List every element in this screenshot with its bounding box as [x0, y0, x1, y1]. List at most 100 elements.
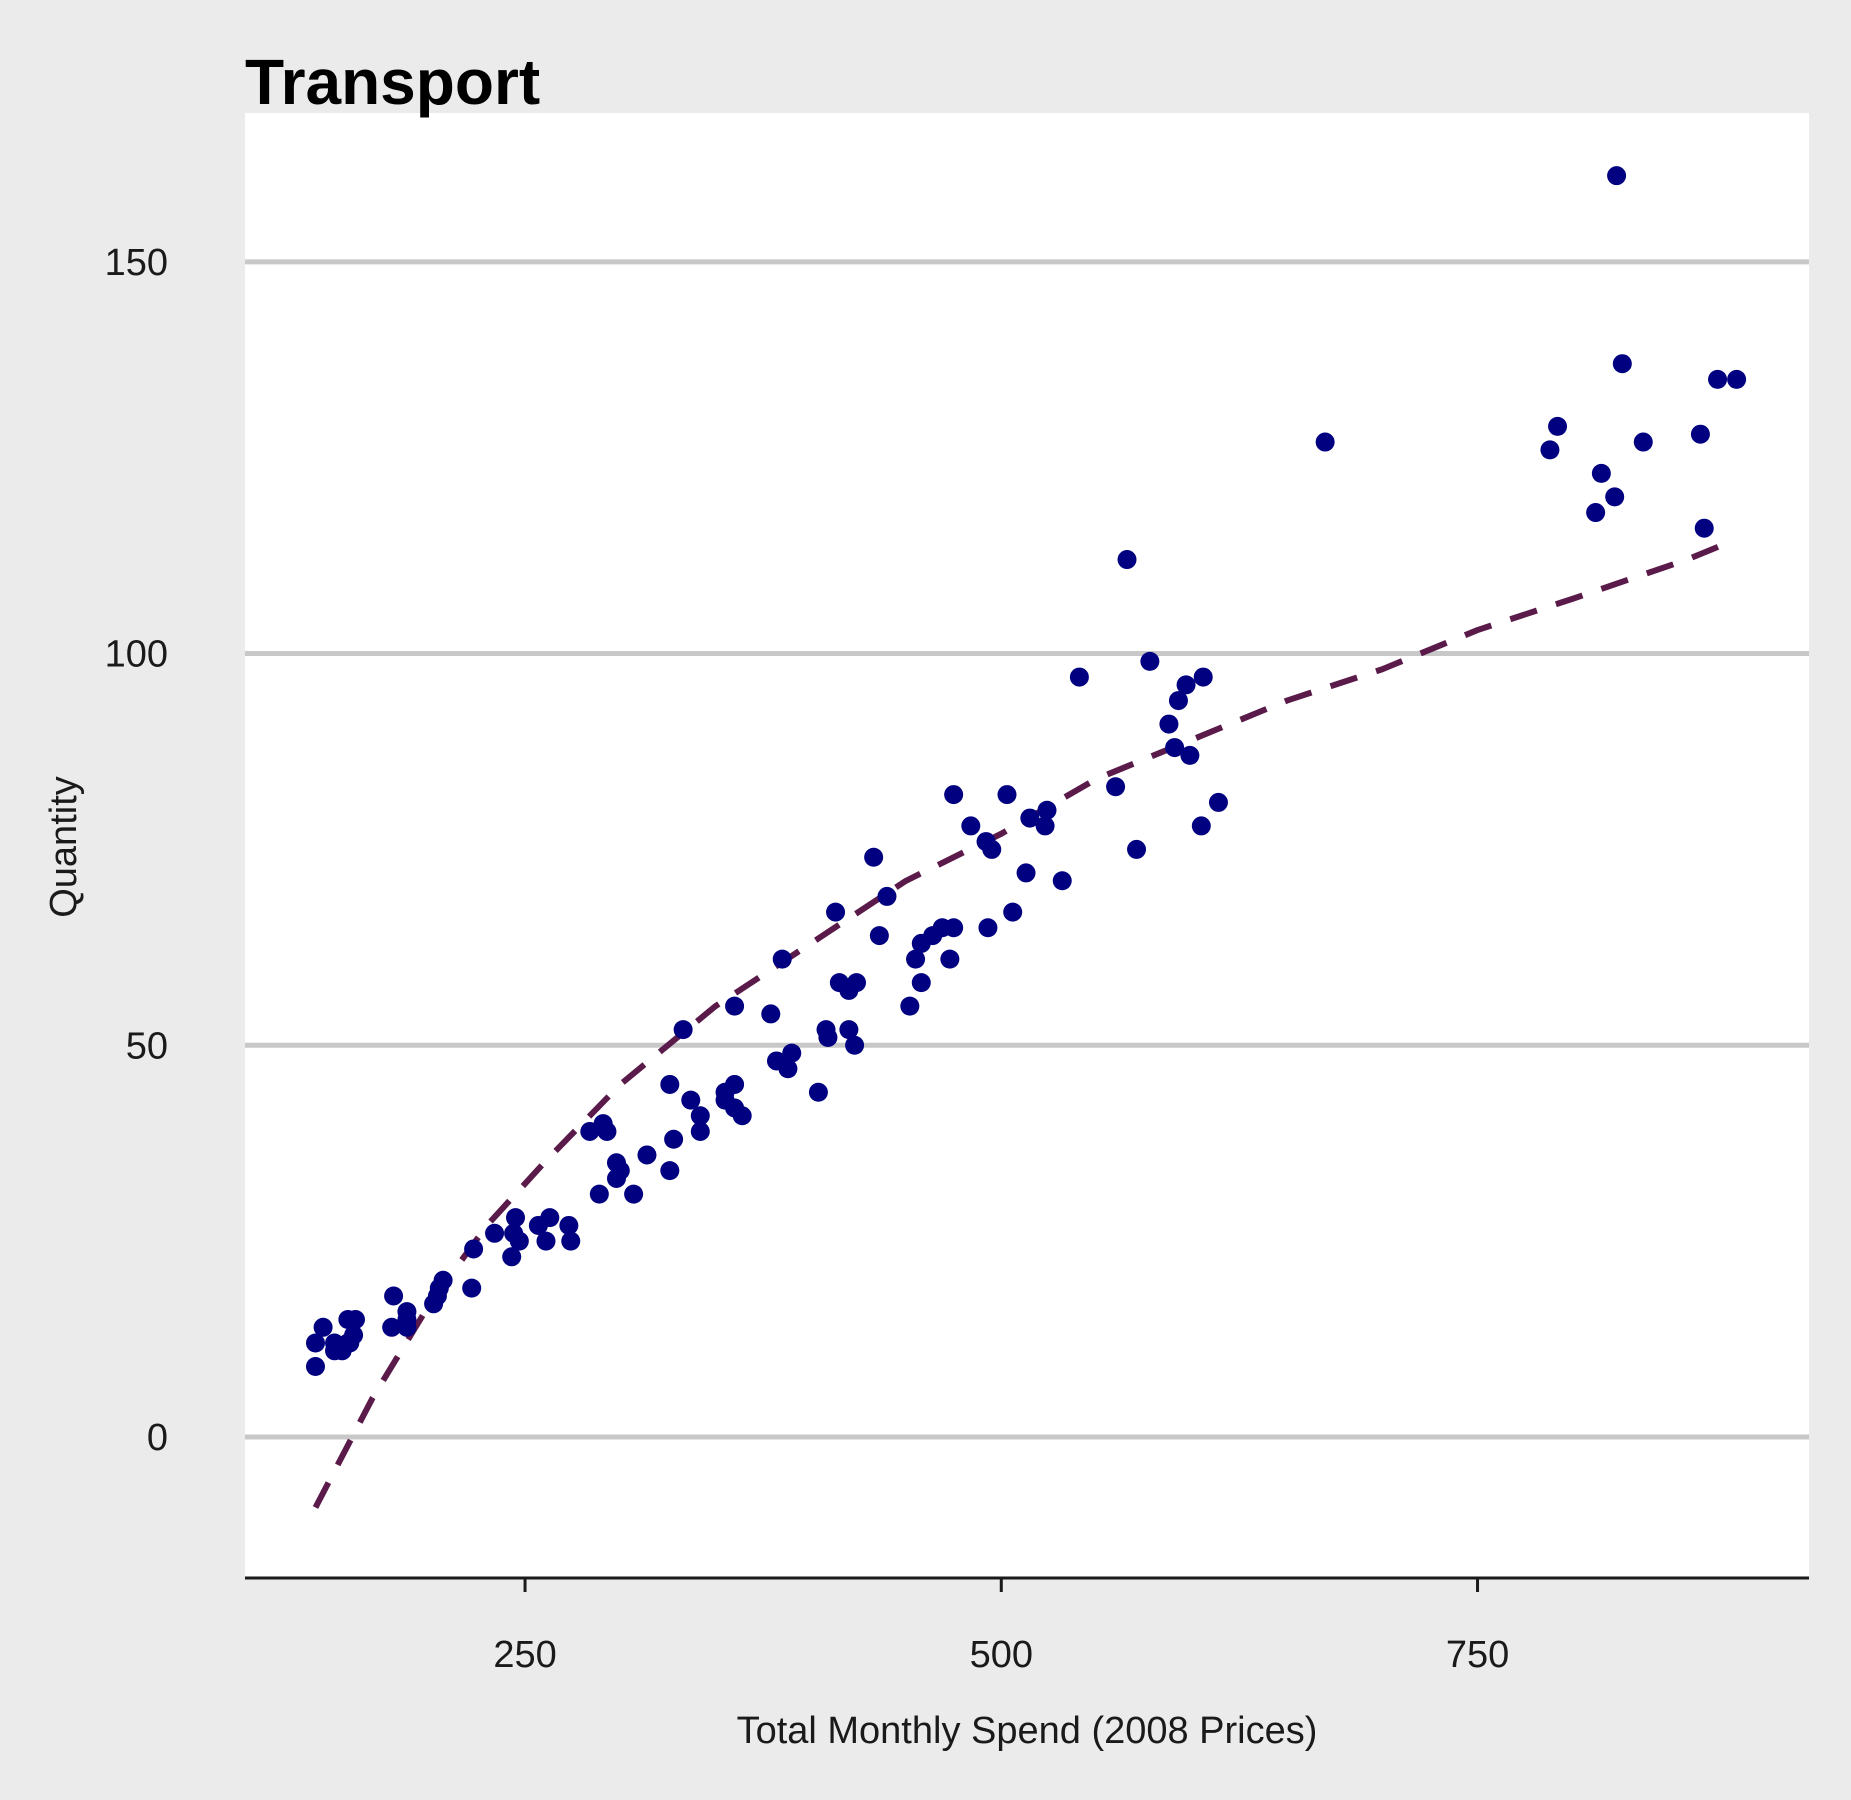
data-point [690, 1106, 710, 1126]
data-point [961, 816, 981, 836]
data-point [1117, 550, 1137, 570]
data-point [690, 1121, 710, 1141]
data-point [1193, 667, 1213, 687]
x-axis-title: Total Monthly Spend (2008 Prices) [737, 1710, 1318, 1752]
x-axis-ticks: 250 500 750 [493, 1578, 1509, 1676]
data-point [664, 1129, 684, 1149]
data-point [911, 973, 931, 993]
data-point [725, 996, 745, 1016]
gridlines [245, 259, 1809, 1440]
x-tick-label: 750 [1446, 1634, 1509, 1676]
data-point [1315, 432, 1335, 452]
data-point [1591, 463, 1611, 483]
data-point [561, 1231, 581, 1251]
data-point [1165, 738, 1185, 758]
data-point [940, 949, 960, 969]
data-point [732, 1106, 752, 1126]
data-point [978, 918, 998, 938]
data-point [725, 1074, 745, 1094]
data-point [1612, 354, 1632, 374]
data-point [1690, 424, 1710, 444]
data-point [624, 1184, 644, 1204]
data-point [847, 973, 867, 993]
data-point [877, 886, 897, 906]
data-point [1586, 503, 1606, 523]
data-point [1037, 800, 1057, 820]
data-point [313, 1317, 333, 1337]
data-point [1708, 369, 1728, 389]
data-point [382, 1317, 402, 1337]
data-point [864, 847, 884, 867]
data-point [485, 1223, 505, 1243]
trend-layer [312, 541, 1727, 1509]
data-point [589, 1184, 609, 1204]
data-point [1607, 166, 1627, 186]
data-point [660, 1161, 680, 1181]
data-point [1540, 440, 1560, 460]
chart-title: Transport [245, 46, 540, 118]
data-point [1035, 816, 1055, 836]
x-tick-label: 250 [493, 1634, 556, 1676]
data-point [982, 839, 1002, 859]
data-point [1127, 839, 1147, 859]
data-point [869, 926, 889, 946]
data-point [305, 1356, 325, 1376]
data-point [944, 918, 964, 938]
data-point [597, 1121, 617, 1141]
data-point [506, 1208, 526, 1228]
data-point [1106, 777, 1126, 797]
data-point [818, 1027, 838, 1047]
y-tick-label: 100 [105, 634, 168, 676]
data-point [305, 1333, 325, 1353]
data-point [1159, 714, 1179, 734]
plot-panel [245, 113, 1809, 1578]
data-point [660, 1074, 680, 1094]
data-point [772, 949, 792, 969]
data-point [559, 1215, 579, 1235]
data-point [1140, 651, 1160, 671]
data-point [502, 1247, 522, 1267]
data-point [1694, 518, 1714, 538]
y-tick-label: 50 [126, 1025, 168, 1067]
data-point [1191, 816, 1211, 836]
data-point [997, 785, 1017, 805]
data-point [384, 1286, 404, 1306]
data-point [1052, 871, 1072, 891]
data-point [464, 1239, 484, 1259]
trend-line [312, 541, 1727, 1509]
data-point [1605, 487, 1625, 507]
data-point [1548, 416, 1568, 436]
data-point [340, 1333, 360, 1353]
data-point [1176, 675, 1196, 695]
data-point [606, 1168, 626, 1188]
data-point [1003, 902, 1023, 922]
data-point [944, 785, 964, 805]
data-point [839, 1020, 859, 1040]
data-point [761, 1004, 781, 1024]
y-tick-label: 0 [147, 1417, 168, 1459]
data-point [1069, 667, 1089, 687]
data-point [1020, 808, 1040, 828]
data-point [1180, 745, 1200, 765]
data-point [397, 1302, 417, 1322]
data-point [429, 1278, 449, 1298]
data-point [1208, 792, 1228, 812]
data-point [462, 1278, 482, 1298]
data-point [536, 1231, 556, 1251]
data-point [681, 1090, 701, 1110]
data-point [1633, 432, 1653, 452]
data-point [673, 1020, 693, 1040]
data-point [845, 1035, 865, 1055]
data-point [826, 902, 846, 922]
data-point [906, 949, 926, 969]
data-point [397, 1317, 417, 1337]
data-point [782, 1043, 802, 1063]
y-axis-title: Quantity [43, 776, 85, 918]
data-point [1168, 691, 1188, 711]
x-tick-label: 500 [970, 1634, 1033, 1676]
y-axis-ticks: 0 50 100 150 [105, 242, 168, 1459]
data-point [528, 1215, 548, 1235]
y-tick-label: 150 [105, 242, 168, 284]
data-point [778, 1059, 798, 1079]
